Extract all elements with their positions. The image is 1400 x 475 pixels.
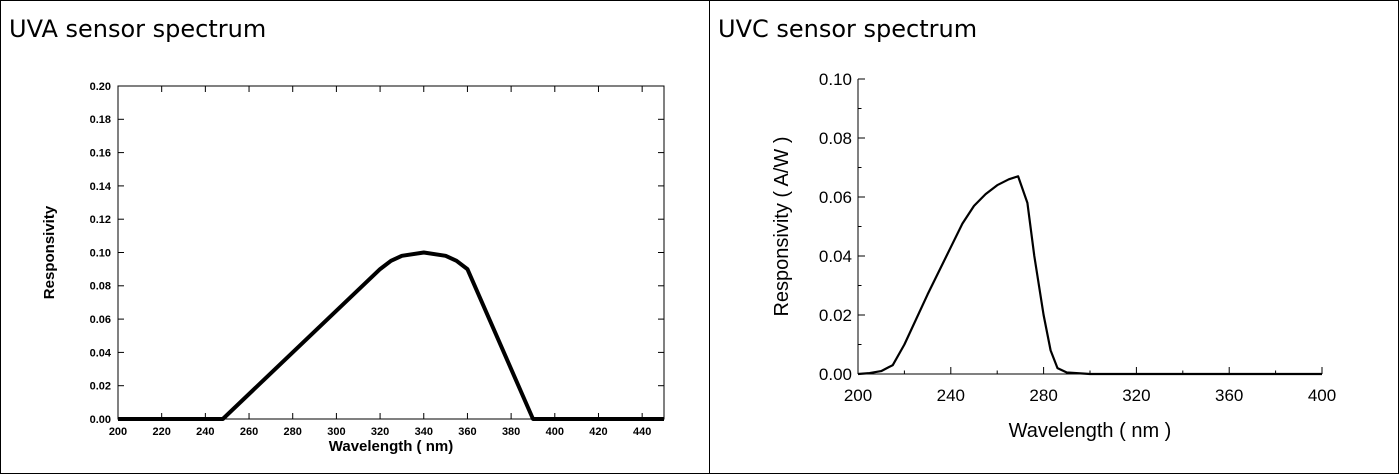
uva-y-axis-label: Responsivity: [41, 205, 58, 299]
uvc-x-tick-label: 400: [1308, 386, 1336, 405]
uva-y-tick-label: 0.10: [90, 247, 111, 259]
uva-y-tick-label: 0.04: [90, 347, 112, 359]
uvc-y-tick-label: 0.06: [819, 188, 852, 207]
uva-x-axis-label: Wavelength ( nm): [329, 438, 453, 455]
uva-x-tick-label: 340: [415, 426, 433, 438]
uvc-panel: UVC sensor spectrum 200 240 280 320 360 400 0.…: [709, 0, 1399, 474]
uva-y-tick-label: 0.18: [90, 114, 111, 126]
uva-x-tick-label: 280: [284, 426, 302, 438]
uva-x-tick-label: 240: [196, 426, 214, 438]
uvc-series-line: [857, 175, 1322, 376]
uva-plot-frame: [117, 85, 665, 420]
uva-panel-title: UVA sensor spectrum: [9, 15, 267, 43]
uva-y-tick-label: 0.02: [90, 381, 111, 393]
uva-y-tick-label: 0.06: [90, 314, 111, 326]
uva-y-tick-label: 0.16: [90, 147, 111, 159]
uvc-y-tick-label: 0.08: [819, 129, 852, 148]
uvc-x-tick-label: 280: [1029, 386, 1057, 405]
uva-y-tick-label: 0.08: [90, 281, 111, 293]
uva-y-tick-label: 0.12: [90, 214, 111, 226]
uvc-y-tick-label: 0.02: [819, 306, 852, 325]
uvc-y-tick-label: 0.04: [819, 247, 852, 266]
uvc-chart: 200 240 280 320 360 400 0.00 0.02 0.04 0.06 0.08 0.…: [771, 70, 1336, 442]
uvc-x-axis-label: Wavelength ( nm ): [1009, 420, 1172, 442]
uva-x-tick-label: 400: [546, 426, 564, 438]
uvc-y-tick-label: 0.00: [819, 365, 852, 384]
uvc-x-tick-label: 320: [1122, 386, 1150, 405]
uva-y-tick-label: 0.00: [90, 414, 111, 426]
uva-series-line: [118, 250, 664, 421]
uva-x-tick-label: 260: [240, 426, 258, 438]
uva-x-tick-label: 220: [153, 426, 171, 438]
uva-x-tick-label: 380: [502, 426, 520, 438]
uvc-panel-title: UVC sensor spectrum: [718, 15, 978, 43]
uvc-y-axis-label: Responsivity ( A/W ): [771, 136, 793, 316]
uva-y-tick-label: 0.14: [90, 181, 112, 193]
uva-x-tick-label: 200: [109, 426, 127, 438]
uvc-x-tick-label: 240: [937, 386, 965, 405]
uva-y-tick-label: 0.20: [90, 81, 111, 93]
uva-chart: 200 220 240 260 280 300 320 340 360 380 400 420 440 0…: [41, 81, 665, 455]
uvc-x-tick-label: 360: [1215, 386, 1243, 405]
uva-x-tick-label: 440: [633, 426, 651, 438]
uva-x-tick-label: 420: [589, 426, 607, 438]
uva-x-tick-label: 300: [327, 426, 345, 438]
uvc-x-tick-label: 200: [844, 386, 872, 405]
uva-x-tick-label: 360: [458, 426, 476, 438]
uva-panel: UVA sensor spectrum 200 220 240 260 280 300 32…: [0, 0, 710, 474]
uvc-y-tick-label: 0.10: [819, 70, 852, 89]
uva-x-tick-label: 320: [371, 426, 389, 438]
